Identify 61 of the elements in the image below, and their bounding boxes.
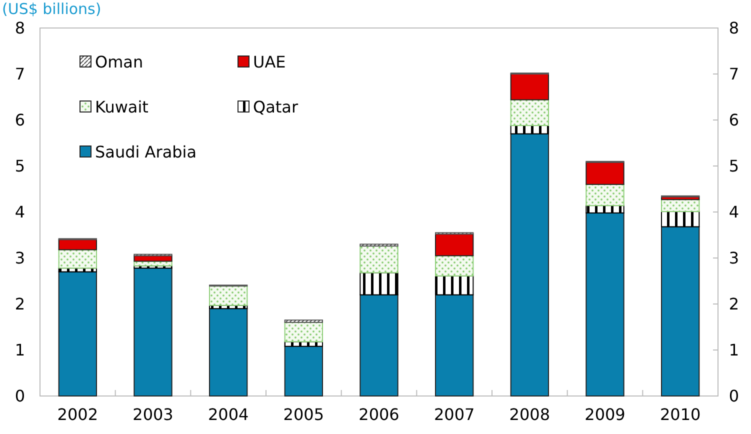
bar	[360, 246, 398, 274]
legend-label: UAE	[253, 52, 286, 72]
bar	[435, 294, 474, 396]
y2-tick-label: 4	[728, 202, 740, 222]
bar	[661, 199, 700, 212]
y-tick-label: 4	[14, 202, 26, 222]
bar	[58, 239, 97, 250]
bar	[58, 249, 97, 269]
x-tick-label: 2010	[660, 405, 701, 424]
bar	[284, 346, 323, 396]
bar	[586, 205, 624, 214]
y2-tick-label: 0	[728, 386, 740, 406]
legend-label: Kuwait	[95, 98, 148, 117]
y2-tick-label: 2	[728, 294, 740, 314]
y-axis-title: (US$ billions)	[2, 0, 102, 18]
x-tick-label: 2005	[283, 405, 324, 424]
x-tick-label: 2003	[132, 405, 174, 424]
y-tick-label: 1	[14, 340, 26, 360]
bar	[586, 212, 624, 396]
x-tick-label: 2004	[208, 405, 249, 424]
bar	[360, 272, 398, 296]
y2-tick-label: 8	[728, 18, 740, 38]
x-tick-label: 2009	[584, 405, 626, 424]
bar	[661, 211, 700, 228]
bar	[510, 133, 549, 396]
y2-tick-label: 5	[728, 156, 740, 176]
y-tick-label: 6	[14, 110, 26, 130]
bar	[510, 74, 549, 100]
x-tick-label: 2008	[509, 405, 550, 424]
y-tick-label: 2	[14, 294, 26, 314]
bar	[586, 162, 624, 185]
bar	[661, 226, 700, 396]
legend-label: Qatar	[253, 98, 298, 117]
bar	[435, 255, 474, 276]
y2-tick-label: 1	[728, 340, 740, 360]
legend-label: Oman	[95, 52, 144, 72]
y2-tick-label: 3	[728, 248, 740, 268]
y2-tick-label: 6	[728, 110, 740, 130]
bar	[209, 286, 248, 306]
bar	[134, 268, 172, 396]
bar	[58, 271, 97, 396]
bar	[284, 320, 323, 323]
bar	[510, 125, 549, 134]
x-tick-label: 2002	[57, 405, 98, 424]
y-tick-label: 3	[14, 248, 26, 268]
legend-label: Saudi Arabia	[95, 142, 197, 162]
x-tick-label: 2007	[434, 405, 475, 424]
bar	[134, 260, 172, 266]
bar	[586, 184, 624, 206]
bar	[510, 99, 549, 126]
y-tick-label: 7	[14, 64, 26, 84]
y2-tick-label: 7	[728, 64, 740, 84]
bar	[435, 234, 474, 256]
bar	[435, 275, 474, 296]
bar	[209, 308, 248, 396]
y-tick-label: 0	[14, 386, 26, 406]
y-tick-label: 8	[14, 18, 26, 38]
bar	[284, 322, 323, 342]
bar	[360, 294, 398, 396]
x-tick-label: 2006	[358, 405, 400, 424]
y-tick-label: 5	[14, 156, 26, 176]
